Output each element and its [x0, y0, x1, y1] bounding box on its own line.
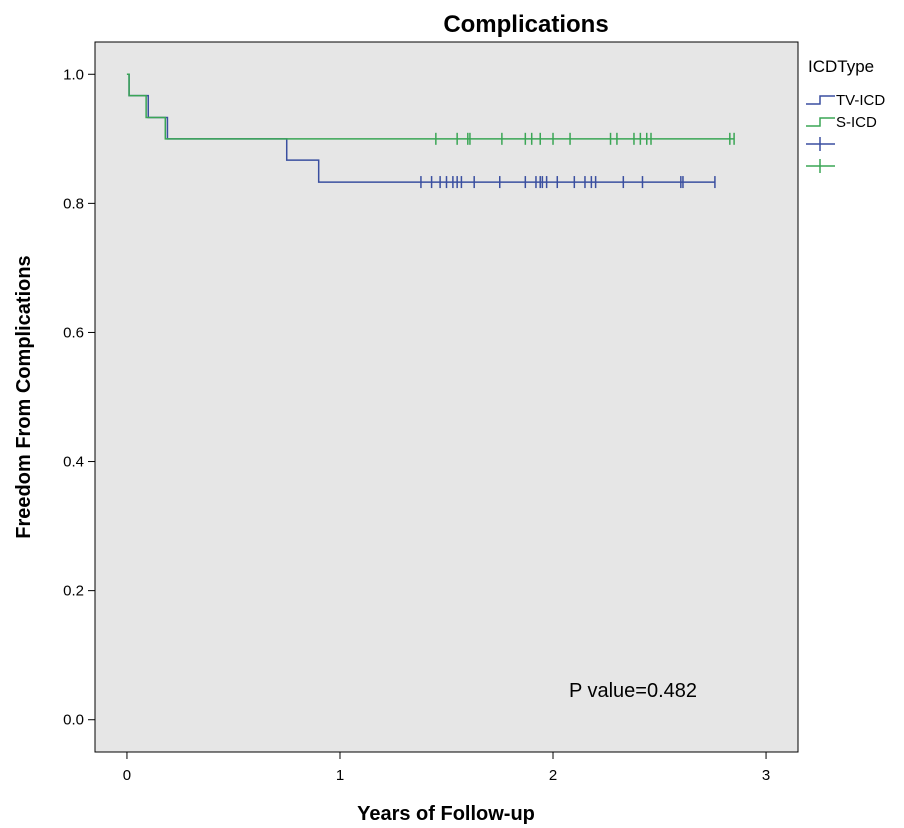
x-tick-label: 1: [336, 767, 344, 784]
series-layer: [126, 73, 735, 189]
legend-step-symbol: [806, 117, 835, 127]
legend-step-symbol: [806, 95, 835, 105]
chart-title: Complications: [443, 11, 608, 38]
y-axis-label: Freedom From Complications: [13, 255, 35, 538]
y-tick-label: 1.0: [63, 66, 84, 83]
x-tick-label: 2: [549, 767, 557, 784]
x-tick-label: 3: [762, 767, 770, 784]
y-tick-label: 0.0: [63, 712, 84, 729]
legend-label: TV-ICD: [836, 92, 885, 109]
legend-label: S-ICD: [836, 114, 877, 131]
y-tick-label: 0.6: [63, 324, 84, 341]
y-tick-label: 0.4: [63, 454, 84, 471]
y-tick-label: 0.8: [63, 195, 84, 212]
x-axis-label: Years of Follow-up: [357, 803, 535, 825]
axes: 0 1 2 3 0.0 0.2 0.4 0.6 0.8 1.0: [63, 66, 770, 784]
legend-title: ICDType: [808, 57, 874, 76]
p-value-annotation: P value=0.482: [569, 680, 697, 702]
plot-area: [94, 41, 799, 753]
series-line-s-icd: [126, 73, 735, 140]
legend: ICDType TV-ICD S-ICD: [806, 57, 885, 173]
y-tick-label: 0.2: [63, 583, 84, 600]
x-tick-label: 0: [123, 767, 131, 784]
